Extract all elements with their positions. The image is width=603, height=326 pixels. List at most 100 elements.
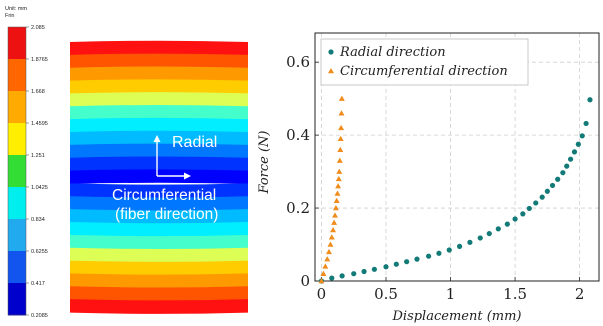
y-tick-label: 0.4 bbox=[286, 126, 310, 144]
colorbar-tick-label: 0.6255 bbox=[31, 249, 48, 255]
colorbar-unit-name: Frin bbox=[5, 13, 14, 19]
legend-marker bbox=[328, 49, 334, 55]
legend-entry: Radial direction bbox=[339, 45, 446, 60]
field-bands bbox=[70, 40, 248, 314]
data-point bbox=[332, 205, 339, 211]
data-point bbox=[338, 95, 345, 101]
field-band bbox=[70, 299, 248, 314]
field-band bbox=[70, 79, 248, 95]
data-point bbox=[383, 264, 389, 270]
x-tick-label: 1.5 bbox=[503, 285, 527, 303]
data-point bbox=[568, 156, 574, 162]
field-band bbox=[70, 209, 248, 224]
axis-ticks: 0 0.5 1 1.5 2 0 0.2 0.4 0.6 bbox=[286, 53, 584, 303]
colorbar-swatch bbox=[8, 123, 26, 156]
data-point bbox=[333, 197, 340, 204]
data-point bbox=[322, 263, 329, 269]
colorbar-swatch bbox=[8, 187, 26, 220]
data-point bbox=[331, 219, 338, 225]
data-point bbox=[335, 183, 342, 189]
data-point bbox=[330, 226, 337, 233]
data-point bbox=[520, 211, 526, 217]
series-points bbox=[318, 95, 593, 284]
data-point bbox=[329, 275, 335, 281]
data-point bbox=[337, 135, 344, 142]
field-band bbox=[70, 92, 248, 107]
circumferential-arrow-icon bbox=[157, 172, 191, 180]
data-point bbox=[338, 124, 345, 131]
field-band bbox=[70, 196, 248, 211]
field-band bbox=[70, 53, 248, 69]
y-tick-label: 0.6 bbox=[286, 53, 310, 71]
data-point bbox=[404, 259, 410, 265]
colorbar-ticks: 2.085 1.8765 1.668 1.4595 1.251 1.0425 0.834 0.… bbox=[26, 25, 48, 319]
colorbar-tick-label: 0.2085 bbox=[31, 313, 48, 319]
x-tick-label: 2 bbox=[575, 285, 585, 303]
data-point bbox=[583, 120, 589, 127]
data-point bbox=[339, 273, 345, 279]
data-point bbox=[575, 141, 581, 147]
data-point bbox=[337, 146, 344, 152]
field-band bbox=[70, 234, 248, 250]
colorbar-swatch bbox=[8, 59, 26, 92]
colorbar-swatch bbox=[8, 283, 26, 316]
data-point bbox=[539, 194, 545, 200]
data-point bbox=[426, 253, 432, 259]
data-point bbox=[338, 110, 345, 116]
data-point bbox=[371, 266, 377, 272]
data-point bbox=[587, 97, 593, 103]
colorbar-swatches bbox=[7, 26, 27, 316]
x-tick-label: 0.5 bbox=[374, 285, 398, 303]
data-point bbox=[361, 268, 367, 275]
data-point bbox=[320, 270, 327, 276]
field-band bbox=[70, 286, 248, 301]
force-displacement-plot: 0 0.5 1 1.5 2 0 0.2 0.4 0.6 Displacement (mm) Fo… bbox=[257, 32, 600, 324]
legend-marker bbox=[328, 68, 334, 74]
data-point bbox=[334, 190, 341, 196]
colorbar-tick-label: 1.4595 bbox=[31, 121, 48, 127]
colorbar-swatch bbox=[8, 251, 26, 284]
field-band bbox=[70, 105, 248, 120]
y-tick-label: 0 bbox=[300, 272, 310, 290]
colorbar-swatch bbox=[8, 27, 26, 60]
data-point bbox=[549, 182, 556, 189]
data-point bbox=[504, 221, 510, 227]
data-point bbox=[351, 271, 357, 277]
field-band bbox=[70, 183, 248, 199]
data-point bbox=[414, 256, 420, 262]
data-point bbox=[456, 243, 463, 249]
radial-arrow-icon bbox=[153, 135, 161, 176]
colorbar-tick-label: 1.0425 bbox=[31, 185, 48, 191]
plot-legend: Radial direction Circumferential directio… bbox=[320, 38, 529, 86]
y-tick-label: 0.2 bbox=[286, 199, 310, 217]
displacement-field: Radial Circumferential (fiber direction) bbox=[70, 40, 248, 314]
colorbar-tick-label: 0.417 bbox=[31, 281, 45, 287]
data-point bbox=[544, 188, 550, 194]
data-point bbox=[564, 163, 570, 169]
field-band bbox=[70, 273, 248, 289]
data-point bbox=[560, 170, 566, 176]
data-point bbox=[533, 200, 539, 206]
data-point bbox=[318, 278, 325, 284]
field-band bbox=[70, 260, 248, 276]
series-circle bbox=[318, 97, 593, 284]
colorbar: Unit: mm Frin 2.085 1.8765 1.668 1.4595 1.25… bbox=[5, 6, 48, 319]
data-point bbox=[324, 256, 331, 262]
field-band bbox=[70, 40, 248, 56]
field-band bbox=[70, 130, 248, 146]
field-band bbox=[70, 247, 248, 263]
data-point bbox=[332, 212, 339, 218]
colorbar-tick-label: 0.834 bbox=[31, 217, 45, 223]
data-point bbox=[327, 241, 334, 247]
colorbar-swatch bbox=[8, 155, 26, 188]
data-point bbox=[555, 176, 561, 182]
field-band bbox=[70, 66, 248, 82]
field-band bbox=[70, 117, 248, 133]
colorbar-tick-label: 1.251 bbox=[31, 153, 45, 159]
data-point bbox=[335, 175, 342, 182]
colorbar-tick-label: 1.8765 bbox=[31, 57, 48, 63]
colorbar-swatch bbox=[8, 219, 26, 252]
data-point bbox=[467, 239, 473, 245]
field-band bbox=[70, 222, 248, 237]
